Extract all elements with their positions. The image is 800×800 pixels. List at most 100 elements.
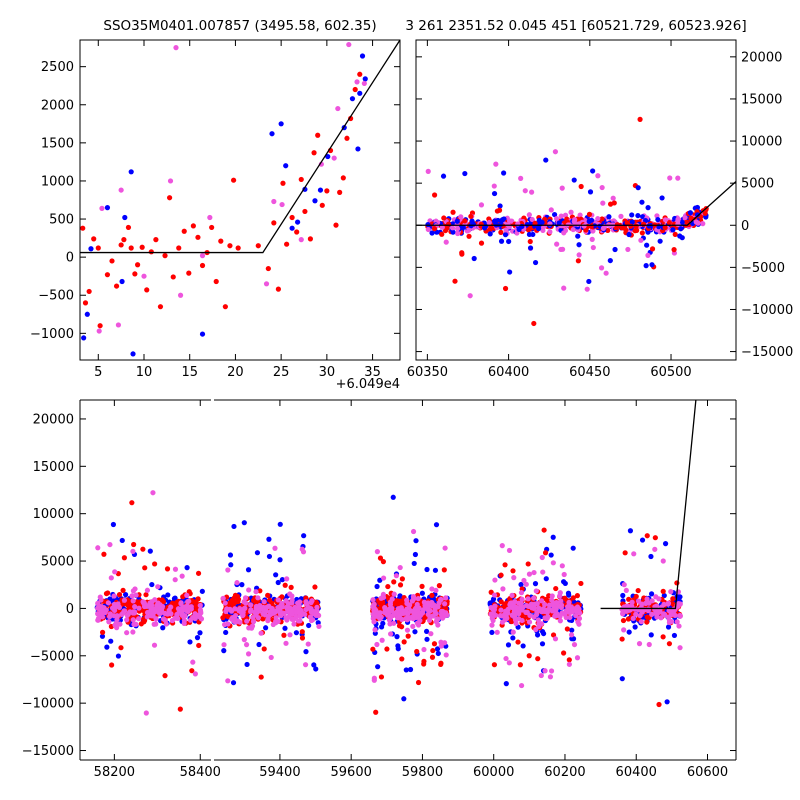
- data-point-red: [352, 86, 358, 93]
- data-point-red: [91, 236, 97, 242]
- data-point-red: [441, 215, 447, 221]
- data-point-blue: [119, 537, 125, 544]
- data-point-magenta: [595, 216, 601, 222]
- data-point-red: [319, 202, 325, 208]
- data-point-magenta: [129, 593, 135, 599]
- data-point-blue: [375, 664, 381, 670]
- data-point-blue: [575, 233, 581, 239]
- data-point-blue: [282, 625, 288, 631]
- data-point-blue: [526, 231, 533, 238]
- data-point-magenta: [519, 596, 525, 602]
- data-point-magenta: [410, 623, 416, 629]
- data-point-blue: [403, 667, 409, 673]
- data-point-red: [288, 584, 294, 590]
- data-point-red: [588, 223, 594, 229]
- data-point-magenta: [287, 632, 293, 638]
- data-point-magenta: [261, 599, 267, 605]
- data-point-red: [141, 617, 148, 624]
- data-point-blue: [199, 588, 205, 594]
- data-point-magenta: [503, 613, 509, 619]
- data-point-magenta: [118, 187, 124, 193]
- data-point-blue: [390, 494, 396, 500]
- data-point-magenta: [291, 621, 297, 627]
- data-point-magenta: [510, 629, 516, 635]
- data-point-magenta: [298, 237, 304, 243]
- data-point-magenta: [512, 611, 518, 618]
- data-point-red: [132, 271, 138, 277]
- data-point-red: [170, 274, 176, 280]
- data-point-magenta: [190, 659, 196, 665]
- data-point-magenta: [600, 200, 606, 206]
- data-point-magenta: [518, 590, 525, 596]
- data-point-red: [120, 587, 126, 593]
- data-point-magenta: [538, 672, 544, 679]
- data-point-magenta: [623, 587, 629, 594]
- y-tick-label: 2000: [41, 98, 74, 113]
- data-point-blue: [362, 76, 368, 82]
- data-point-magenta: [554, 241, 560, 247]
- data-point-magenta: [570, 226, 576, 233]
- data-point-red: [399, 576, 405, 582]
- data-point-magenta: [265, 618, 271, 624]
- data-point-blue: [228, 562, 234, 568]
- data-point-magenta: [199, 253, 206, 259]
- data-point-magenta: [233, 619, 239, 625]
- x-tick-label: 60000: [473, 765, 514, 780]
- data-point-blue: [412, 551, 419, 558]
- data-point-red: [401, 639, 407, 645]
- y-tick-label: 15000: [33, 460, 74, 475]
- data-point-magenta: [668, 612, 674, 618]
- data-point-red: [683, 219, 689, 225]
- data-point-red: [491, 662, 498, 668]
- data-point-magenta: [649, 611, 655, 617]
- data-point-red: [439, 231, 445, 237]
- data-point-magenta: [245, 651, 252, 657]
- data-point-magenta: [283, 640, 289, 646]
- data-point-blue: [679, 219, 685, 225]
- data-point-red: [209, 224, 215, 231]
- data-point-magenta: [693, 219, 699, 225]
- y-tick-label: −15000: [22, 744, 74, 759]
- data-point-magenta: [639, 609, 645, 615]
- data-point-magenta: [631, 551, 637, 557]
- data-point-blue: [629, 219, 635, 225]
- data-point-magenta: [553, 216, 560, 222]
- data-point-red: [570, 595, 576, 601]
- data-point-blue: [357, 90, 363, 96]
- data-point-red: [128, 245, 134, 251]
- data-point-magenta: [246, 587, 252, 593]
- y-tick-label: 10000: [741, 135, 782, 150]
- data-point-magenta: [258, 630, 264, 636]
- data-point-magenta: [558, 604, 565, 611]
- data-point-magenta: [523, 581, 529, 587]
- data-point-blue: [501, 170, 507, 176]
- data-point-blue: [543, 576, 549, 582]
- data-point-blue: [374, 583, 380, 590]
- data-point-blue: [646, 223, 652, 229]
- data-point-red: [405, 633, 411, 639]
- data-point-magenta: [438, 596, 444, 602]
- data-point-blue: [289, 225, 295, 231]
- data-point-red: [109, 258, 115, 264]
- data-point-blue: [626, 629, 632, 635]
- data-point-blue: [507, 269, 513, 275]
- data-point-blue: [664, 699, 670, 705]
- data-point-magenta: [136, 605, 142, 611]
- data-point-blue: [407, 666, 414, 673]
- data-point-blue: [687, 210, 693, 216]
- data-point-magenta: [526, 571, 533, 577]
- data-point-magenta: [575, 619, 581, 625]
- data-point-magenta: [391, 591, 397, 597]
- data-point-magenta: [415, 596, 421, 602]
- data-point-magenta: [506, 547, 513, 554]
- data-point-magenta: [503, 655, 509, 662]
- data-point-magenta: [610, 195, 616, 201]
- data-point-red: [498, 229, 504, 235]
- data-point-blue: [532, 259, 539, 266]
- data-point-magenta: [455, 230, 461, 237]
- data-point-magenta: [529, 216, 535, 223]
- data-point-blue: [665, 624, 672, 630]
- data-point-blue: [648, 553, 654, 560]
- data-point-magenta: [96, 328, 102, 334]
- data-point-red: [255, 243, 261, 249]
